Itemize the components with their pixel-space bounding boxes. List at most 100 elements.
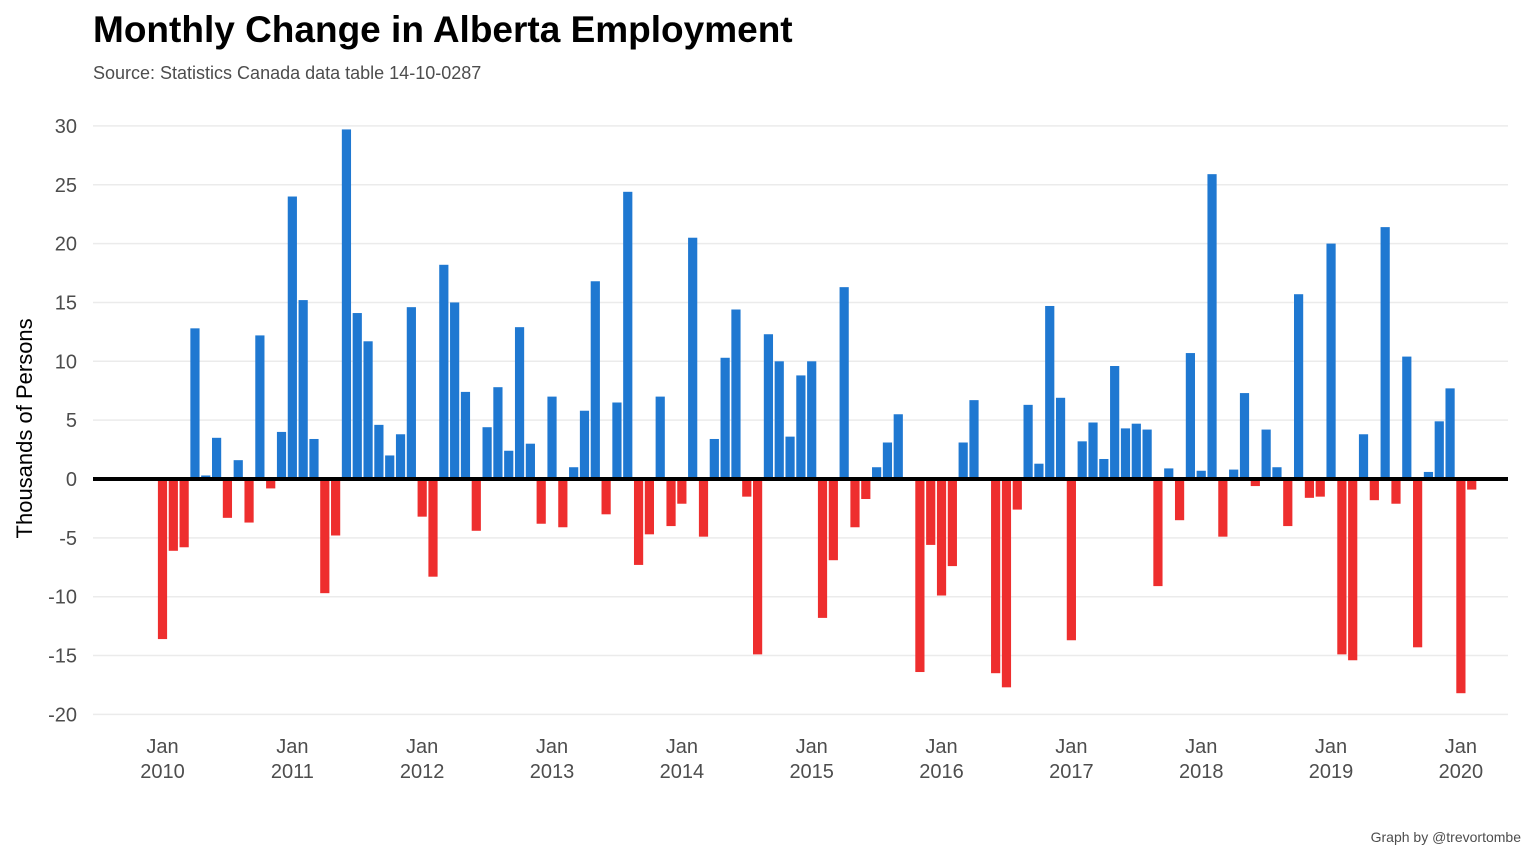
bar <box>1066 479 1076 641</box>
bar <box>688 237 698 479</box>
y-tick-label: 30 <box>55 116 77 138</box>
x-tick-year: 2010 <box>140 761 185 783</box>
bar <box>341 129 352 479</box>
bar <box>276 431 287 479</box>
bar <box>406 307 416 479</box>
bar <box>958 442 968 479</box>
y-axis-title: Thousands of Persons <box>12 318 37 538</box>
bar <box>374 424 384 479</box>
bar <box>298 300 308 479</box>
bar <box>536 479 546 524</box>
bar <box>753 479 763 655</box>
bar <box>352 313 362 479</box>
bar <box>1001 479 1012 688</box>
bar <box>504 450 514 479</box>
bar <box>936 479 947 596</box>
bar <box>1283 479 1293 527</box>
bar <box>969 400 979 479</box>
bar <box>1142 429 1152 479</box>
bar <box>1110 366 1120 479</box>
bar <box>363 341 373 479</box>
bar <box>460 391 471 479</box>
x-tick-year: 2019 <box>1309 761 1354 783</box>
bar <box>861 479 871 500</box>
bar <box>785 436 795 479</box>
x-tick-year: 2017 <box>1049 761 1094 783</box>
x-tick-month: Jan <box>1185 736 1217 758</box>
bar <box>644 479 654 535</box>
bar <box>233 460 243 479</box>
y-tick-label: 10 <box>55 351 77 373</box>
bar <box>893 414 903 479</box>
y-tick-label: -5 <box>59 528 77 550</box>
y-tick-label: 25 <box>55 175 77 197</box>
bar <box>417 479 427 517</box>
bar <box>1348 479 1358 661</box>
bar <box>1369 479 1379 501</box>
bar <box>601 479 611 515</box>
y-tick-label: 15 <box>55 292 77 314</box>
bar <box>1012 479 1022 510</box>
bar <box>266 479 276 489</box>
bar <box>450 302 460 479</box>
bar <box>190 328 200 479</box>
x-tick-month: Jan <box>406 736 438 758</box>
bar <box>1185 353 1195 479</box>
bar <box>590 281 600 479</box>
bar <box>1174 479 1185 521</box>
bar <box>1434 421 1444 479</box>
bar <box>1294 294 1304 479</box>
x-tick-month: Jan <box>925 736 957 758</box>
bar <box>471 479 481 531</box>
bar <box>709 438 719 479</box>
chart-subtitle: Source: Statistics Canada data table 14-… <box>93 63 482 83</box>
bar <box>493 387 503 479</box>
bar <box>828 479 838 561</box>
bar <box>1326 243 1336 479</box>
bar <box>1099 458 1109 479</box>
bar <box>1239 393 1250 479</box>
bar <box>633 479 644 565</box>
x-tick-month: Jan <box>666 736 698 758</box>
bar <box>309 438 319 479</box>
bar <box>287 196 297 479</box>
bar <box>525 443 535 479</box>
x-tick-month: Jan <box>796 736 828 758</box>
bar <box>839 287 849 479</box>
x-tick-year: 2015 <box>789 761 834 783</box>
bar <box>1423 471 1434 479</box>
bar <box>731 309 741 479</box>
chart-caption: Graph by @trevortombe <box>1370 829 1521 845</box>
y-tick-label: -15 <box>48 646 77 668</box>
bar <box>720 357 730 479</box>
bars <box>157 129 1477 694</box>
bar <box>579 410 590 479</box>
x-tick-month: Jan <box>536 736 568 758</box>
bar <box>926 479 936 545</box>
bar <box>1153 479 1163 587</box>
bar <box>1380 227 1390 479</box>
bar <box>168 479 178 551</box>
x-tick-year: 2012 <box>400 761 445 783</box>
bar <box>1391 479 1401 504</box>
x-tick-year: 2016 <box>919 761 964 783</box>
x-tick-year: 2014 <box>660 761 705 783</box>
bar <box>331 479 341 536</box>
chart-title: Monthly Change in Alberta Employment <box>93 9 793 50</box>
bar <box>1077 441 1087 479</box>
bar <box>1315 479 1325 497</box>
bar <box>547 396 557 479</box>
bar <box>1467 479 1477 490</box>
y-tick-label: 0 <box>66 469 77 491</box>
x-axis-ticks: Jan 2010 Jan 2011 Jan 2012 Jan 2013 Jan 2014 Jan 20… <box>140 736 1483 783</box>
bar <box>482 427 492 479</box>
y-axis-ticks: 30 25 20 15 10 5 0 -5 -10 -15 -20 <box>48 116 77 727</box>
bar <box>1164 468 1174 479</box>
bar <box>666 479 676 527</box>
x-tick-month: Jan <box>1445 736 1477 758</box>
bar <box>428 479 438 577</box>
bar <box>1358 434 1369 479</box>
bar <box>1272 467 1282 479</box>
bar <box>1131 423 1141 479</box>
